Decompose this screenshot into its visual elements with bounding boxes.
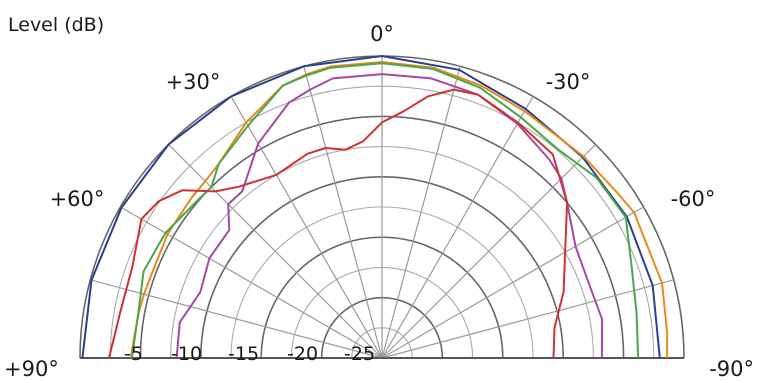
grid-spoke <box>230 96 383 359</box>
grid-spoke <box>120 206 383 359</box>
grid-spoke <box>381 279 674 359</box>
series-line-3 <box>130 62 640 359</box>
grid-spoke <box>90 279 383 359</box>
grid-spoke <box>381 96 534 359</box>
angle-label: +90° <box>4 357 59 381</box>
grid-spoke <box>381 206 644 359</box>
grid-spoke <box>381 66 461 359</box>
series-line-4 <box>175 73 604 359</box>
series-line-5 <box>108 88 569 359</box>
ring-label: -25 <box>344 343 375 365</box>
ring-label: -15 <box>228 343 259 365</box>
grid-spoke <box>303 66 383 359</box>
grid-spoke <box>168 144 383 359</box>
ring-label: -10 <box>171 343 202 365</box>
chart-title: Level (dB) <box>8 14 104 36</box>
series-line-1 <box>81 55 661 359</box>
series-line-2 <box>129 61 669 359</box>
angle-label: 0° <box>370 22 394 46</box>
series-layer <box>81 55 669 359</box>
ring-label: -5 <box>124 343 143 365</box>
ring-label: -20 <box>287 343 318 365</box>
angle-label: -90° <box>709 357 754 381</box>
angle-label: +60° <box>50 187 105 211</box>
angle-label: -30° <box>546 70 591 94</box>
angle-label: -60° <box>671 187 716 211</box>
angle-label: +30° <box>166 70 221 94</box>
polar-grid <box>79 55 685 359</box>
labels-layer: Level (dB) 0° +30° -30° +60° -60° +90° -90° -5 -… <box>4 14 754 381</box>
grid-spoke <box>381 144 596 359</box>
